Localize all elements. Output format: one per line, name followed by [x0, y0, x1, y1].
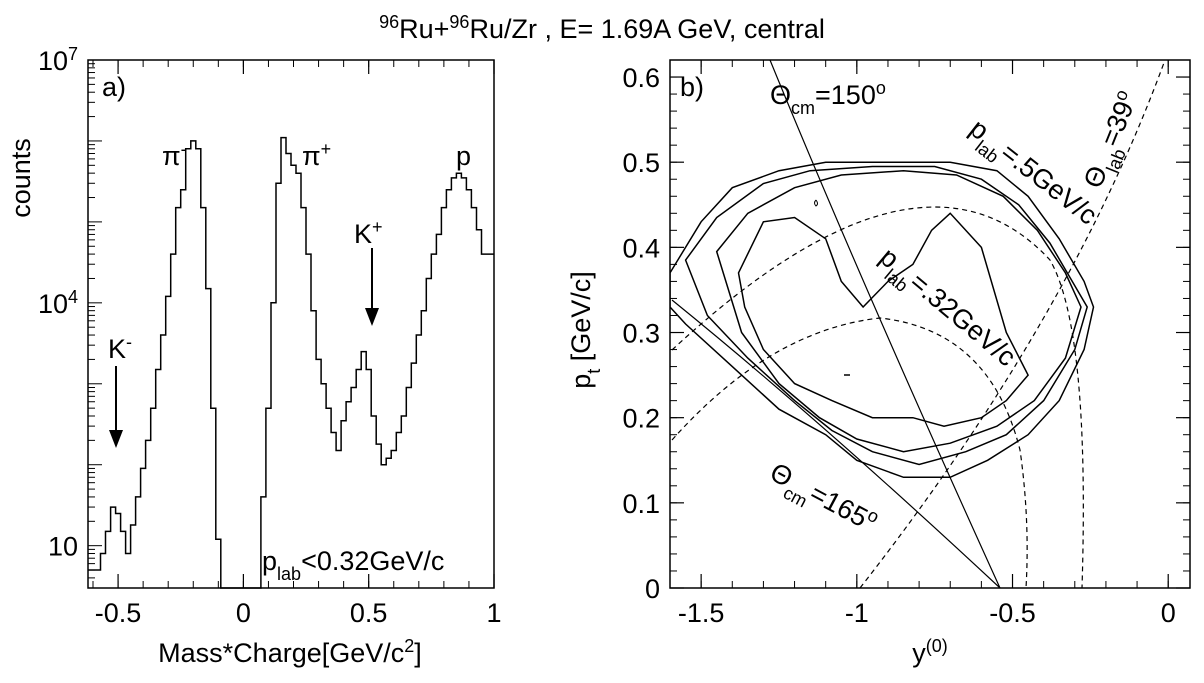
figure-title: 96Ru+96Ru/Zr , E= 1.69A GeV, central	[379, 12, 825, 44]
contour-line-4	[737, 212, 1029, 427]
k-plus-label: K+	[354, 217, 383, 249]
panel-b-label: b)	[680, 72, 704, 102]
panel-b-y-axis-title: pt [GeV/c]	[566, 271, 604, 389]
panel-b-plot-area	[670, 60, 1166, 588]
theta-cm-150-label: Θcm=150o	[770, 78, 886, 118]
contour-island	[814, 199, 818, 207]
x-tick-label: -1.5	[678, 598, 725, 628]
y-tick-label: 10	[48, 532, 78, 562]
panel-a-ticks	[88, 59, 495, 589]
panel-a: -0.5 0 0.5 1 10 104 107 a) π- π+ p K+ K- plab…	[6, 44, 502, 668]
k-minus-label: K-	[108, 332, 132, 364]
x-tick-label: 0	[1161, 598, 1176, 628]
x-tick-label: -0.5	[989, 598, 1036, 628]
y-tick-label: 0.3	[622, 319, 660, 349]
panel-a-label: a)	[102, 72, 126, 102]
x-tick-label: -1	[845, 598, 869, 628]
y-tick-label: 0.6	[622, 63, 660, 93]
panel-b-y-tick-labels: 0 0.1 0.2 0.3 0.4 0.5 0.6	[622, 63, 660, 604]
contour-lines	[670, 161, 1095, 479]
x-tick-label: -0.5	[95, 598, 142, 628]
p-lab-032-label: plab=.32GeV/c	[869, 242, 1022, 379]
pi-minus-label: π-	[162, 139, 187, 171]
y-tick-label: 0.2	[622, 404, 660, 434]
panel-a-y-axis-title: counts	[6, 138, 36, 218]
y-tick-label: 104	[38, 287, 78, 319]
panel-b: -1.5 -1 -0.5 0 0 0.1 0.2 0.3 0.4 0.5 0.6 b) Θcm=1…	[566, 59, 1191, 668]
panel-a-frame	[87, 59, 495, 589]
p-lab-05-curve	[671, 206, 1084, 588]
theta-cm-165-label: Θcm=165o	[761, 455, 882, 545]
pi-plus-label: π+	[302, 139, 331, 171]
panel-a-x-tick-labels: -0.5 0 0.5 1	[95, 598, 502, 628]
contour-line-1	[670, 161, 1095, 479]
y-tick-label: 107	[38, 44, 78, 76]
x-tick-label: 0.5	[350, 598, 388, 628]
theta-cm-165-curve	[671, 299, 1001, 588]
theta-lab-39-label: Θlab=39o	[1076, 87, 1151, 196]
k-minus-arrow-head	[109, 430, 123, 448]
panel-b-x-tick-labels: -1.5 -1 -0.5 0	[678, 598, 1176, 628]
theta-lab-39-curve	[859, 60, 1166, 588]
y-tick-label: 0.4	[622, 233, 660, 263]
x-tick-label: 0	[236, 598, 251, 628]
panel-b-x-axis-title: y(0)	[912, 636, 948, 668]
panel-a-x-axis-title: Mass*Charge[GeV/c2]	[158, 636, 422, 668]
panel-b-frame	[669, 59, 1191, 589]
p-lab-032-curve	[671, 317, 1028, 588]
panel-b-ticks	[669, 60, 1190, 589]
mass-charge-histogram	[88, 136, 494, 589]
y-tick-label: 0	[645, 574, 660, 604]
contour-line-2	[684, 165, 1089, 466]
x-tick-label: 1	[486, 598, 501, 628]
proton-label: p	[456, 141, 471, 171]
momentum-cut-label: plab<0.32GeV/c	[262, 546, 444, 584]
contour-line-3	[715, 169, 1082, 453]
y-tick-label: 0.1	[622, 489, 660, 519]
y-tick-label: 0.5	[622, 148, 660, 178]
theta-cm-150-curve	[769, 60, 1001, 588]
k-plus-arrow-head	[365, 308, 379, 326]
panel-a-y-tick-labels: 10 104 107	[38, 44, 78, 562]
